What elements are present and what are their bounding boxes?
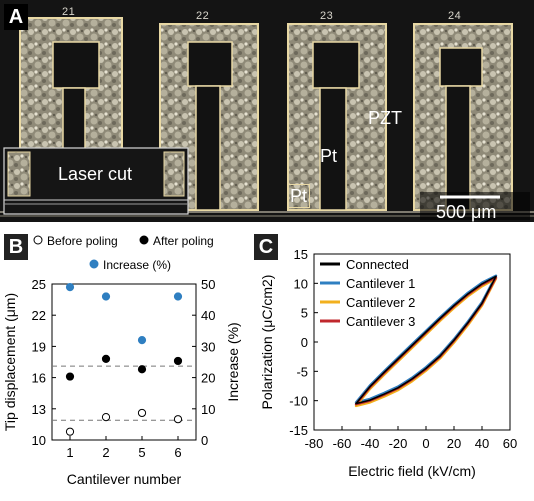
- scale-bar-label: 500 μm: [436, 202, 497, 222]
- panel-c-letter: C: [254, 234, 278, 260]
- legend-label-increase: Increase (%): [103, 258, 171, 272]
- legend-label-cantilever-3: Cantilever 3: [346, 314, 415, 329]
- data-point-before-poling: [137, 408, 147, 418]
- y-tick-label-right: 40: [201, 308, 215, 323]
- data-point-before-poling: [65, 427, 75, 436]
- cantilever-label-2: 22: [196, 10, 210, 22]
- y-tick-label: -15: [289, 423, 308, 438]
- x-tick-label: -20: [389, 436, 408, 451]
- data-point-before-poling: [101, 413, 111, 422]
- legend-label-before-poling: Before poling: [47, 234, 118, 248]
- data-point-after-poling: [137, 365, 147, 374]
- y-tick-label-left: 10: [32, 433, 46, 448]
- y-tick-label-right: 10: [201, 402, 215, 417]
- y-tick-label-left: 22: [32, 308, 46, 323]
- x-axis-label: Electric field (kV/cm): [348, 463, 476, 479]
- y-tick-label-right: 0: [201, 433, 208, 448]
- legend-label-after-poling: After poling: [153, 234, 214, 248]
- x-tick-label: 40: [475, 436, 489, 451]
- x-tick-label: 2: [102, 445, 109, 460]
- x-tick-label: 20: [447, 436, 461, 451]
- laser-cut-label: Laser cut: [58, 164, 133, 184]
- micrograph-image: [0, 0, 534, 222]
- y-axis-label-right: Increase (%): [225, 322, 241, 401]
- y-tick-label: 5: [301, 306, 308, 321]
- data-point-after-poling: [101, 354, 111, 363]
- panel-a-letter: A: [4, 4, 28, 30]
- cantilever-label-1: 21: [62, 6, 76, 18]
- legend-marker-after-poling: [139, 235, 149, 245]
- hysteresis-loop-connected: [355, 275, 497, 405]
- x-tick-label: 0: [422, 436, 429, 451]
- y-tick-label-left: 25: [32, 277, 46, 292]
- x-tick-label: 60: [503, 436, 517, 451]
- data-point-after-poling: [173, 356, 183, 366]
- y-tick-label: -10: [289, 394, 308, 409]
- y-tick-label-right: 20: [201, 371, 215, 386]
- legend-marker-before-poling: [33, 235, 43, 245]
- cantilever-label-3: 23: [320, 10, 334, 22]
- data-point-increase: [137, 336, 147, 345]
- y-tick-label-right: 50: [201, 277, 215, 292]
- y-tick-label: 15: [294, 247, 308, 262]
- x-tick-label: -60: [333, 436, 352, 451]
- data-point-before-poling: [173, 415, 183, 424]
- y-tick-label: -5: [296, 364, 308, 379]
- data-point-after-poling: [65, 372, 75, 381]
- legend-marker-increase: [89, 259, 99, 269]
- y-tick-label-left: 13: [32, 402, 46, 417]
- y-tick-label-left: 16: [32, 371, 46, 386]
- panel-b-letter: B: [4, 234, 28, 260]
- y-tick-label-left: 19: [32, 339, 46, 354]
- pt-label-bottom: Pt: [287, 184, 311, 208]
- cantilever-3: [287, 23, 387, 211]
- x-tick-label: 1: [66, 445, 73, 460]
- micrograph-panel: A 21 22 23 24 Laser cut PZT Pt Pt 500 μm: [0, 0, 534, 222]
- plot-frame: [51, 283, 197, 441]
- y-axis-label-left: Tip displacement (μm): [2, 293, 18, 431]
- x-tick-label: -80: [305, 436, 324, 451]
- y-tick-label: 0: [301, 335, 308, 350]
- legend-label-connected: Connected: [346, 257, 409, 272]
- x-tick-label: 6: [174, 445, 181, 460]
- pt-label-top: Pt: [320, 146, 338, 166]
- x-tick-label: 5: [138, 445, 145, 460]
- x-tick-label: -40: [361, 436, 380, 451]
- legend-label-cantilever-2: Cantilever 2: [346, 295, 415, 310]
- data-point-increase: [65, 283, 75, 292]
- cantilever-4: [413, 23, 513, 211]
- y-tick-label: 10: [294, 276, 308, 291]
- data-point-increase: [101, 292, 111, 301]
- data-point-increase: [173, 292, 183, 301]
- y-axis-label: Polarization (μC/cm2): [259, 275, 275, 410]
- y-tick-label-right: 30: [201, 339, 215, 354]
- x-axis-label: Cantilever number: [67, 471, 182, 487]
- cantilever-label-4: 24: [448, 10, 462, 22]
- polarization-chart: -15 -10 -5 0 5 10 15 -80 -60 -40 -20 0 20 40 60 Conne…: [259, 247, 517, 479]
- pzt-label: PZT: [368, 108, 402, 128]
- polarization-chart-panel: -15 -10 -5 0 5 10 15 -80 -60 -40 -20 0 20 40 60 Conne…: [250, 226, 534, 496]
- legend-label-cantilever-1: Cantilever 1: [346, 276, 415, 291]
